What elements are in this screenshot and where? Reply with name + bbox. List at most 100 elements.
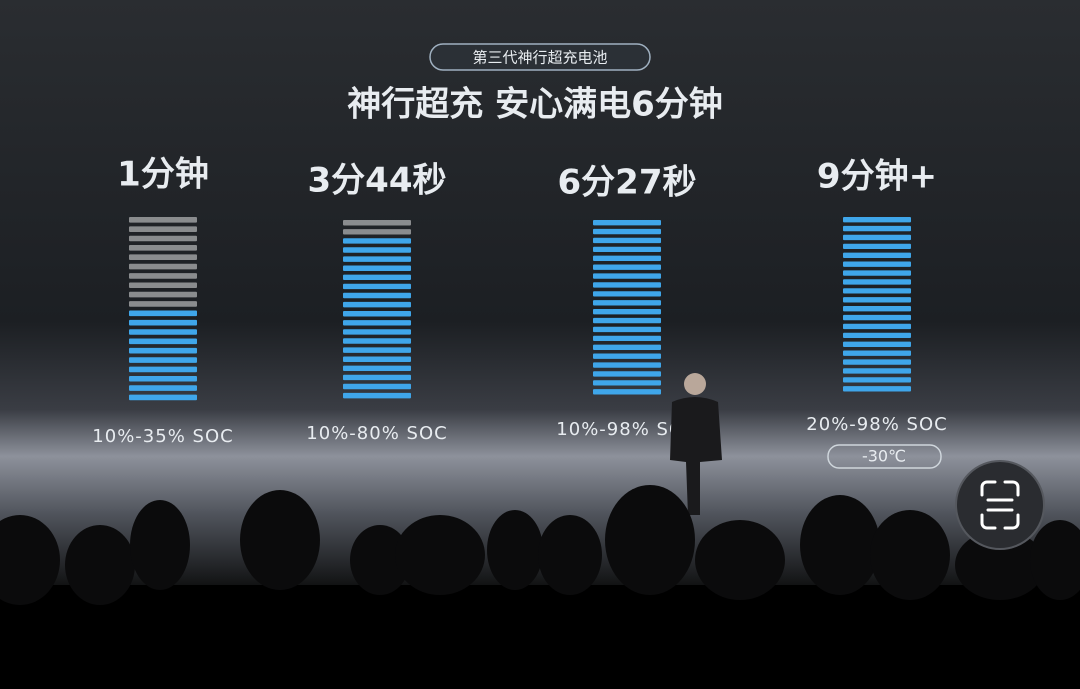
battery-segment — [343, 365, 411, 372]
battery-segment — [129, 385, 197, 391]
battery-segment — [593, 353, 661, 359]
battery-segment — [593, 362, 661, 368]
soc-range: 20%-98% SOC — [806, 414, 947, 435]
battery-segment — [343, 311, 411, 317]
scan-button[interactable] — [955, 460, 1045, 550]
battery-segment — [343, 320, 411, 326]
battery-segment — [129, 375, 197, 382]
battery-segment — [343, 329, 411, 335]
battery-segment — [129, 338, 197, 345]
battery-segment — [843, 234, 911, 241]
battery-segment — [129, 235, 197, 242]
charge-time: 9分钟+ — [817, 157, 937, 197]
battery-segment — [129, 245, 197, 251]
slide-title: 神行超充 安心满电6分钟 — [347, 85, 723, 125]
battery-segment — [593, 344, 661, 350]
badge-pill — [429, 43, 651, 71]
battery-segment — [343, 301, 411, 308]
temperature-note: -30℃ — [862, 447, 906, 466]
battery-segment — [343, 247, 411, 253]
soc-range: 10%-80% SOC — [306, 423, 447, 444]
battery-segment — [593, 264, 661, 270]
battery-segment — [343, 265, 411, 271]
battery-segment — [343, 238, 411, 244]
soc-range: 10%-35% SOC — [92, 426, 233, 447]
battery-segment — [843, 306, 911, 312]
battery-segment — [343, 338, 411, 344]
battery-segment — [843, 377, 911, 383]
battery-segment — [129, 263, 197, 270]
battery-segment — [343, 229, 411, 235]
battery-segment — [843, 261, 911, 267]
battery-segment — [843, 341, 911, 347]
battery-segment — [843, 359, 911, 365]
battery-segment — [593, 220, 661, 226]
battery-segment — [129, 394, 197, 401]
battery-segment — [843, 270, 911, 276]
battery-segment — [843, 225, 911, 232]
battery-segment — [129, 273, 197, 279]
battery-segment — [129, 310, 197, 317]
battery-segment — [593, 371, 661, 377]
charge-time: 1分钟 — [117, 155, 209, 195]
battery-segment — [593, 237, 661, 244]
battery-segment — [593, 282, 661, 288]
battery-segment — [843, 252, 911, 258]
battery-segment — [843, 297, 911, 303]
battery-segment — [593, 380, 661, 386]
battery-segment — [593, 335, 661, 342]
battery-segment — [343, 283, 411, 290]
battery-segment — [593, 300, 661, 306]
speaker — [670, 373, 722, 515]
battery-segment — [843, 386, 911, 392]
battery-segment — [843, 368, 911, 374]
battery-segment — [843, 332, 911, 339]
battery-columns: 1分钟 10%-35% SOC 3分44秒 10%-80% SOC 6分27秒 10%-9… — [92, 155, 947, 448]
audience — [0, 485, 1080, 605]
battery-segment — [843, 243, 911, 250]
battery-segment — [593, 389, 661, 395]
battery-segment — [843, 288, 911, 294]
battery-segment — [843, 314, 911, 321]
bottom-bar — [0, 585, 1080, 689]
battery-segment — [593, 326, 661, 333]
soc-range: 10%-98% SOC — [556, 419, 697, 440]
battery-segment — [593, 246, 661, 253]
scan-button-circle[interactable] — [955, 460, 1045, 550]
battery-segment — [593, 228, 661, 235]
battery-segment — [129, 226, 197, 232]
battery-segment — [129, 319, 197, 326]
battery-segment — [343, 274, 411, 281]
battery-segment — [343, 347, 411, 353]
scan-icon[interactable] — [980, 480, 1020, 530]
battery-segment — [343, 374, 411, 381]
battery-segment — [593, 255, 661, 261]
battery-segment — [343, 392, 411, 399]
battery-segment — [843, 323, 911, 330]
battery-segment — [343, 220, 411, 226]
battery-segment — [343, 383, 411, 390]
battery-segment — [593, 291, 661, 297]
battery-segment — [343, 256, 411, 262]
note-pill — [827, 444, 942, 469]
battery-segment — [129, 366, 197, 373]
charge-time: 3分44秒 — [308, 161, 447, 201]
battery-segment — [843, 350, 911, 356]
charge-time: 6分27秒 — [558, 163, 697, 203]
battery-segment — [593, 317, 661, 324]
battery-segment — [129, 254, 197, 261]
battery-segment — [843, 279, 911, 285]
battery-segment — [129, 329, 197, 335]
battery-segment — [129, 291, 197, 298]
battery-segment — [593, 273, 661, 279]
battery-segment — [129, 301, 197, 307]
battery-segment — [843, 217, 911, 223]
battery-segment — [343, 356, 411, 362]
battery-segment — [593, 309, 661, 315]
battery-segment — [129, 217, 197, 223]
badge: 第三代神行超充电池 — [472, 49, 607, 67]
battery-segment — [129, 282, 197, 289]
battery-segment — [343, 292, 411, 299]
